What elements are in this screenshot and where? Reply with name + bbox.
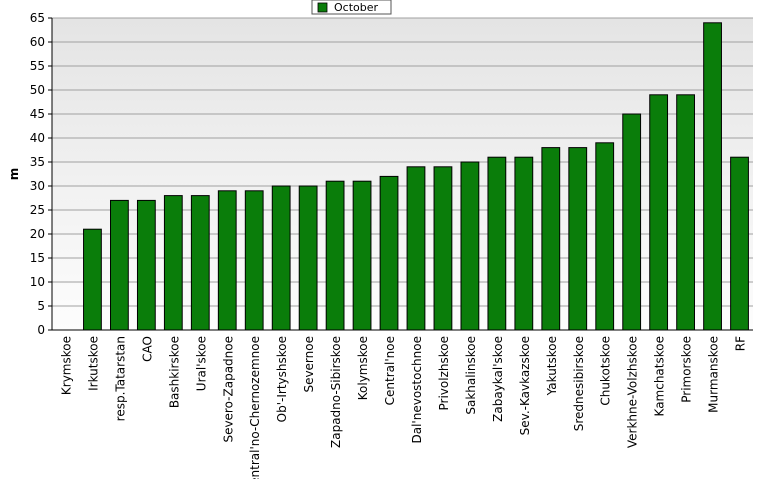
bar[interactable] (433, 166, 453, 331)
x-tick-label: Sakhalinskoe (464, 336, 478, 415)
plot-area (52, 18, 753, 330)
y-tick-label: 45 (30, 107, 45, 121)
x-tick-labels: Krymskoe Irkutskoe resp.Tatarstan CAO Bashki… (59, 336, 747, 479)
bar[interactable] (217, 190, 237, 331)
x-tick-label: Krymskoe (59, 336, 73, 395)
y-tick-label: 55 (30, 59, 45, 73)
x-tick-label: resp.Tatarstan (113, 336, 127, 421)
x-tick-label: Verkhne-Volzhskoe (626, 336, 640, 448)
bar[interactable] (83, 228, 102, 331)
x-tick-label: Privolzhskoe (437, 336, 451, 410)
bar[interactable] (568, 147, 588, 331)
x-tick-label: Severnoe (302, 336, 316, 393)
legend[interactable]: October (311, 0, 392, 15)
y-tick-label: 30 (30, 179, 45, 193)
bar[interactable] (595, 142, 615, 331)
y-tick-label: 25 (30, 203, 45, 217)
legend-box (311, 0, 392, 15)
y-tick-label: 65 (30, 11, 45, 25)
y-tick-label: 40 (30, 131, 45, 145)
bar[interactable] (244, 190, 264, 331)
bar[interactable] (379, 175, 399, 331)
bar[interactable] (136, 199, 156, 331)
bar[interactable] (541, 147, 561, 331)
x-tick-label: Bashkirskoe (167, 336, 181, 408)
x-tick-label: Irkutskoe (86, 336, 100, 391)
bar[interactable] (163, 195, 183, 331)
y-tick-label: 10 (30, 275, 45, 289)
axes (51, 18, 753, 331)
x-tick-label: RF (734, 336, 748, 351)
y-axis-title: m (7, 168, 21, 181)
y-tick-label: 50 (30, 83, 45, 97)
bar[interactable] (649, 94, 669, 331)
bar[interactable] (325, 180, 345, 331)
x-tick-label: Srednesibirskoe (572, 336, 586, 431)
y-tick-label: 15 (30, 251, 45, 265)
bar[interactable] (487, 156, 507, 331)
x-tick-label: Chukotskoe (599, 336, 613, 406)
x-tick-label: CAO (140, 336, 154, 362)
x-tick-label: Ural'skoe (194, 336, 208, 391)
bar[interactable] (271, 185, 291, 331)
bar[interactable] (703, 22, 722, 331)
legend-swatch (317, 2, 328, 13)
x-tick-label: Central'noe (383, 336, 397, 405)
bar[interactable] (460, 161, 480, 331)
bar[interactable] (622, 113, 642, 331)
bar[interactable] (190, 195, 210, 331)
bar[interactable] (298, 185, 318, 331)
x-tick-label: Kamchatskoe (653, 336, 667, 416)
legend-label: October (334, 1, 378, 14)
x-tick-label: Central'no-Chernozemnoe (248, 336, 262, 479)
bar[interactable] (406, 166, 426, 331)
x-tick-label: Ob'-Irtyshskoe (275, 336, 289, 422)
x-tick-label: Zapadno-Sibirskoe (329, 336, 343, 448)
bar[interactable] (110, 199, 129, 331)
x-tick-label: Yakutskoe (545, 336, 559, 396)
y-tick-label: 20 (30, 227, 45, 241)
y-tick-label: 35 (30, 155, 45, 169)
x-tick-label: Zabaykal'skoe (491, 336, 505, 422)
x-tick-label: Severo-Zapadnoe (221, 336, 235, 443)
y-tick-label: 60 (30, 35, 45, 49)
bars (83, 22, 749, 331)
bar[interactable] (514, 156, 534, 331)
y-tick-labels: 0 5 10 15 20 25 30 35 40 45 50 55 60 65 (30, 11, 45, 337)
y-tick-label: 5 (37, 299, 45, 313)
x-tick-label: Primorskoe (680, 336, 694, 403)
x-tick-label: Kolymskoe (356, 336, 370, 400)
y-tick-label: 0 (37, 323, 45, 337)
x-tick-label: Dal'nevostochnoe (410, 336, 424, 444)
bar[interactable] (730, 156, 749, 331)
x-tick-label: Murmanskoe (707, 336, 721, 413)
bar[interactable] (676, 94, 695, 331)
x-tick-label: Sev.-Kavkazskoe (518, 336, 532, 435)
bar[interactable] (352, 180, 372, 331)
